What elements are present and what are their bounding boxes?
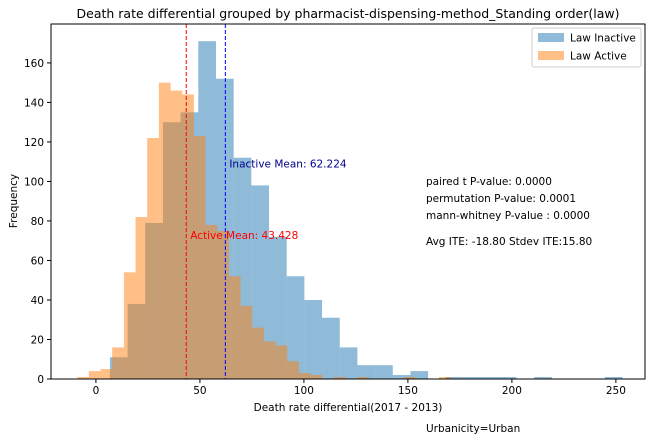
annotation-avg-ite: Avg ITE: -18.80 Stdev ITE:15.80	[426, 236, 592, 248]
legend-label-law-inactive: Law Inactive	[570, 33, 636, 45]
bar-law-active	[310, 375, 323, 379]
bar-law-active	[112, 347, 124, 379]
x-tick-label: 200	[502, 385, 522, 397]
bar-law-active	[205, 224, 218, 379]
bar-law-active	[275, 345, 288, 379]
x-axis-ticks: 0 50 100 150 200 250	[93, 379, 626, 397]
y-tick-label: 100	[24, 176, 44, 188]
annotation-permutation: permutation P-value: 0.0001	[426, 193, 576, 205]
legend-swatch-law-inactive	[538, 33, 564, 42]
mean-lines	[185, 24, 226, 379]
bar-law-active	[287, 361, 299, 379]
bar-law-inactive	[410, 371, 429, 379]
bar-law-active	[357, 377, 369, 379]
y-tick-label: 20	[31, 334, 44, 346]
y-tick-label: 40	[31, 295, 44, 307]
legend-swatch-law-active	[538, 51, 564, 60]
bar-law-active	[438, 377, 451, 379]
x-tick-label: 150	[398, 385, 418, 397]
series-law-active	[77, 82, 451, 380]
bar-law-active	[77, 377, 89, 379]
bar-law-active	[135, 217, 148, 379]
bar-law-inactive	[322, 317, 340, 379]
x-tick-label: 0	[93, 385, 100, 397]
bar-law-active	[403, 377, 416, 379]
bar-law-inactive	[498, 377, 517, 379]
bar-law-inactive	[304, 299, 323, 379]
bar-law-active	[88, 371, 101, 379]
bar-law-active	[100, 369, 113, 379]
bar-law-active	[263, 341, 276, 379]
annotation-mann-whitney: mann-whitney P-value : 0.0000	[426, 210, 590, 222]
x-tick-label: 100	[294, 385, 314, 397]
bar-law-inactive	[604, 377, 623, 379]
y-axis-ticks: 0 20 40 60 80 100 120 140 160	[24, 58, 51, 386]
y-tick-label: 120	[24, 137, 44, 149]
active-mean-label: Active Mean: 43.428	[190, 230, 298, 242]
annotation-paired-t: paired t P-value: 0.0000	[426, 176, 552, 188]
bar-law-inactive	[357, 365, 376, 379]
bar-law-active	[123, 272, 136, 379]
axes-border	[50, 23, 646, 380]
bar-law-active	[193, 136, 206, 379]
legend: Law Inactive Law Active	[531, 27, 642, 68]
x-axis-label: Death rate differential(2017 - 2013)	[254, 402, 443, 414]
bar-law-inactive	[339, 347, 358, 379]
x-tick-label: 50	[193, 385, 206, 397]
plot-frame	[50, 23, 646, 380]
y-tick-label: 160	[24, 58, 44, 70]
bar-law-inactive	[481, 377, 499, 379]
bar-law-active	[228, 276, 241, 379]
bar-law-inactive	[445, 377, 464, 379]
y-tick-label: 80	[31, 216, 44, 228]
bar-law-active	[182, 94, 194, 379]
y-tick-label: 60	[31, 255, 44, 267]
bar-law-active	[240, 305, 253, 379]
bar-law-inactive	[375, 365, 393, 379]
x-tick-label: 250	[606, 385, 626, 397]
bar-law-active	[298, 373, 311, 379]
y-tick-label: 140	[24, 97, 44, 109]
bar-law-inactive	[463, 377, 482, 379]
legend-label-law-active: Law Active	[570, 51, 627, 63]
bar-law-active	[252, 327, 264, 379]
bar-law-active	[158, 82, 171, 379]
chart-title: Death rate differential grouped by pharm…	[77, 6, 620, 21]
bar-law-inactive	[534, 377, 552, 379]
y-tick-label: 0	[37, 374, 44, 386]
bar-law-active	[217, 230, 229, 379]
bar-law-active	[170, 90, 183, 380]
bar-law-inactive	[286, 276, 305, 379]
y-axis-label: Frequency	[8, 174, 20, 228]
inactive-mean-label: Inactive Mean: 62.224	[229, 159, 347, 171]
bar-law-active	[147, 137, 159, 379]
bar-law-inactive	[392, 375, 411, 379]
footer-urbanicity: Urbanicity=Urban	[426, 423, 520, 435]
bar-law-active	[333, 377, 346, 379]
